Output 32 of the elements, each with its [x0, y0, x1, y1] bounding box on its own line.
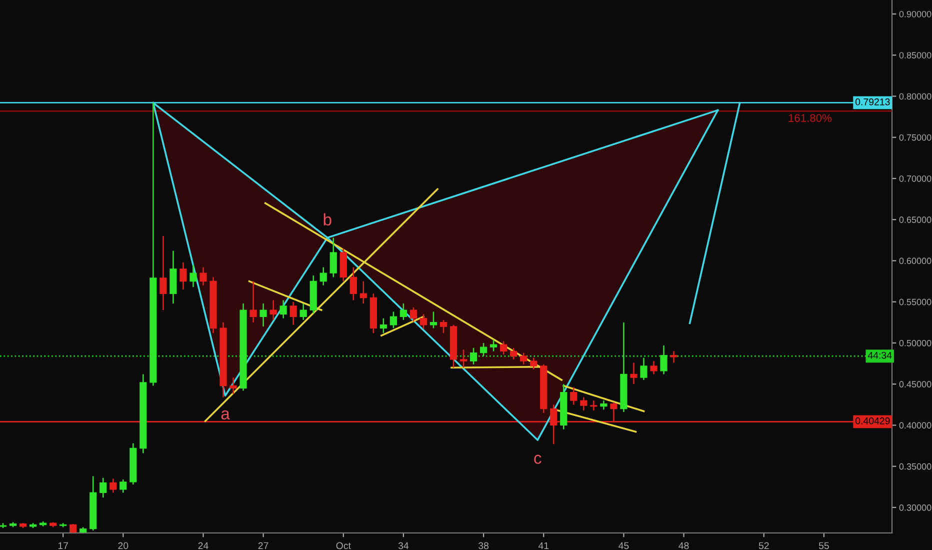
annotation: b: [324, 213, 332, 226]
annotation: c: [534, 454, 542, 464]
y-tick-label: 0.75000: [899, 134, 932, 141]
y-tick-label: 0.70000: [899, 175, 932, 182]
x-tick-label: 17: [58, 542, 68, 550]
annotation: a: [221, 410, 230, 420]
y-tick-label: 0.80000: [899, 93, 932, 100]
y-tick-label: 0.60000: [899, 258, 932, 264]
x-tick-label: 24: [198, 542, 208, 550]
x-tick-label: 27: [258, 542, 268, 550]
annotation: 44:34: [868, 352, 892, 359]
ref-line-label: 0.40429: [855, 417, 890, 424]
x-tick-label: 48: [678, 542, 689, 550]
annotation: 161.80%: [788, 114, 832, 122]
y-tick-label: 0.55000: [899, 298, 932, 306]
x-tick-label: 52: [758, 542, 769, 550]
y-tick-label: 0.30000: [899, 504, 932, 511]
y-tick-label: 0.35000: [899, 463, 932, 470]
x-tick-label: 34: [398, 542, 409, 550]
ref-line-label: 0.79213: [855, 98, 890, 106]
y-tick-label: 0.90000: [899, 10, 932, 18]
x-tick-label: Oct: [336, 542, 351, 550]
y-tick-label: 0.85000: [899, 52, 932, 58]
y-tick-label: 0.65000: [899, 216, 932, 223]
x-tick-label: 38: [478, 542, 489, 550]
y-tick-label: 0.40000: [899, 422, 932, 429]
x-tick-label: 20: [118, 542, 128, 550]
y-tick-label: 0.45000: [899, 381, 932, 388]
x-tick-label: 55: [818, 542, 829, 550]
x-tick-label: 45: [618, 542, 629, 550]
y-tick-label: 0.50000: [899, 340, 932, 346]
x-tick-label: 41: [538, 542, 549, 550]
